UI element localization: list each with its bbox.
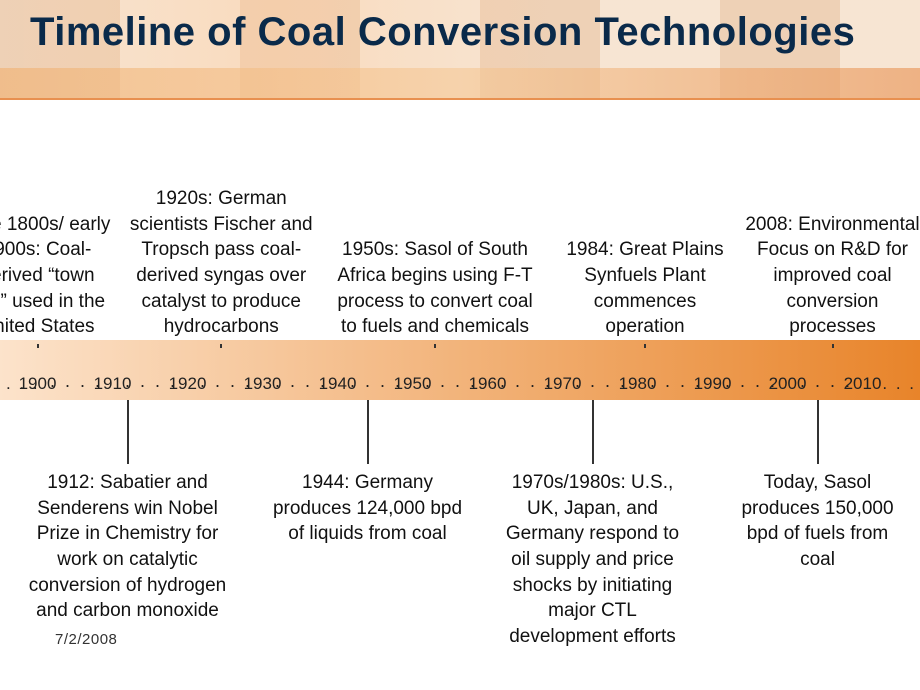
timeline-event: 1950s: Sasol of South Africa begins usin… <box>335 237 535 340</box>
timeline-connector <box>220 344 222 348</box>
timeline-connector <box>592 400 594 464</box>
axis-minor-dot: . <box>650 376 655 386</box>
axis-decade-label: 2010 <box>844 374 882 394</box>
axis-minor-dot: . <box>365 376 370 386</box>
axis-minor-dot: . <box>440 376 445 386</box>
axis-minor-dot: . <box>275 376 280 386</box>
timeline-event-text: Late 1800s/ early 1900s: Coal-derived “t… <box>0 214 110 338</box>
timeline-axis: . . .. . .1900....1910....1920....1930..… <box>0 340 920 400</box>
timeline-event-text: 1920s: German scientists Fischer and Tro… <box>130 188 313 337</box>
axis-minor-dot: . <box>575 376 580 386</box>
axis-minor-dot: . <box>605 376 610 386</box>
timeline-connector <box>817 400 819 464</box>
axis-minor-dot: . <box>530 376 535 386</box>
axis-minor-dot: . <box>155 376 160 386</box>
axis-minor-dot: . <box>140 376 145 386</box>
axis-minor-dot: . <box>830 376 835 386</box>
axis-minor-dot: . <box>125 376 130 386</box>
header-banner: Timeline of Coal Conversion Technologies <box>0 0 920 100</box>
axis-minor-dot: . <box>80 376 85 386</box>
timeline-event: 1944: Germany produces 124,000 bpd of li… <box>273 470 463 547</box>
axis-minor-dot: . <box>215 376 220 386</box>
axis-minor-dot: . <box>755 376 760 386</box>
axis-minor-dot: . <box>590 376 595 386</box>
timeline-connector <box>434 344 436 348</box>
page-title: Timeline of Coal Conversion Technologies <box>30 10 920 55</box>
timeline-event: 1984: Great Plains Synfuels Plant commen… <box>565 237 725 340</box>
timeline-event-text: 1944: Germany produces 124,000 bpd of li… <box>273 472 462 544</box>
axis-minor-dot: . <box>200 376 205 386</box>
timeline-event: Today, Sasol produces 150,000 bpd of fue… <box>728 470 908 573</box>
axis-minor-dot: . <box>50 376 55 386</box>
timeline-connector <box>127 400 129 464</box>
axis-minor-dot: . <box>230 376 235 386</box>
timeline-event-text: 1984: Great Plains Synfuels Plant commen… <box>566 239 723 337</box>
axis-minor-dot: . <box>350 376 355 386</box>
timeline-event: 1912: Sabatier and Senderens win Nobel P… <box>28 470 228 624</box>
timeline-event-text: 1950s: Sasol of South Africa begins usin… <box>337 239 532 337</box>
axis-trailing-dots: . . . <box>882 374 916 394</box>
axis-minor-dot: . <box>815 376 820 386</box>
timeline-event: 1920s: German scientists Fischer and Tro… <box>126 186 316 340</box>
header-accent-strip <box>0 68 920 98</box>
timeline-event-text: 1912: Sabatier and Senderens win Nobel P… <box>29 472 227 621</box>
footer-date: 7/2/2008 <box>55 631 117 648</box>
timeline-event-text: 2008: Environmental Focus on R&D for imp… <box>745 214 919 338</box>
timeline-connector <box>644 344 646 348</box>
axis-minor-dot: . <box>725 376 730 386</box>
timeline-event-text: Today, Sasol produces 150,000 bpd of fue… <box>741 472 893 570</box>
timeline-event: 1970s/1980s: U.S., UK, Japan, and German… <box>498 470 688 649</box>
timeline-event: 2008: Environmental Focus on R&D for imp… <box>743 212 920 340</box>
axis-minor-dot: . <box>515 376 520 386</box>
timeline-connector <box>367 400 369 464</box>
timeline-event: Late 1800s/ early 1900s: Coal-derived “t… <box>0 212 113 340</box>
axis-minor-dot: . <box>455 376 460 386</box>
axis-minor-dot: . <box>800 376 805 386</box>
timeline-connector <box>37 344 39 348</box>
axis-minor-dot: . <box>65 376 70 386</box>
axis-minor-dot: . <box>665 376 670 386</box>
axis-minor-dot: . <box>500 376 505 386</box>
timeline-stage: . . .. . .1900....1910....1920....1930..… <box>0 100 920 690</box>
timeline-connector <box>832 344 834 348</box>
axis-minor-dot: . <box>305 376 310 386</box>
axis-minor-dot: . <box>425 376 430 386</box>
axis-minor-dot: . <box>680 376 685 386</box>
axis-minor-dot: . <box>740 376 745 386</box>
axis-minor-dot: . <box>380 376 385 386</box>
axis-minor-dot: . <box>290 376 295 386</box>
timeline-event-text: 1970s/1980s: U.S., UK, Japan, and German… <box>506 472 679 647</box>
